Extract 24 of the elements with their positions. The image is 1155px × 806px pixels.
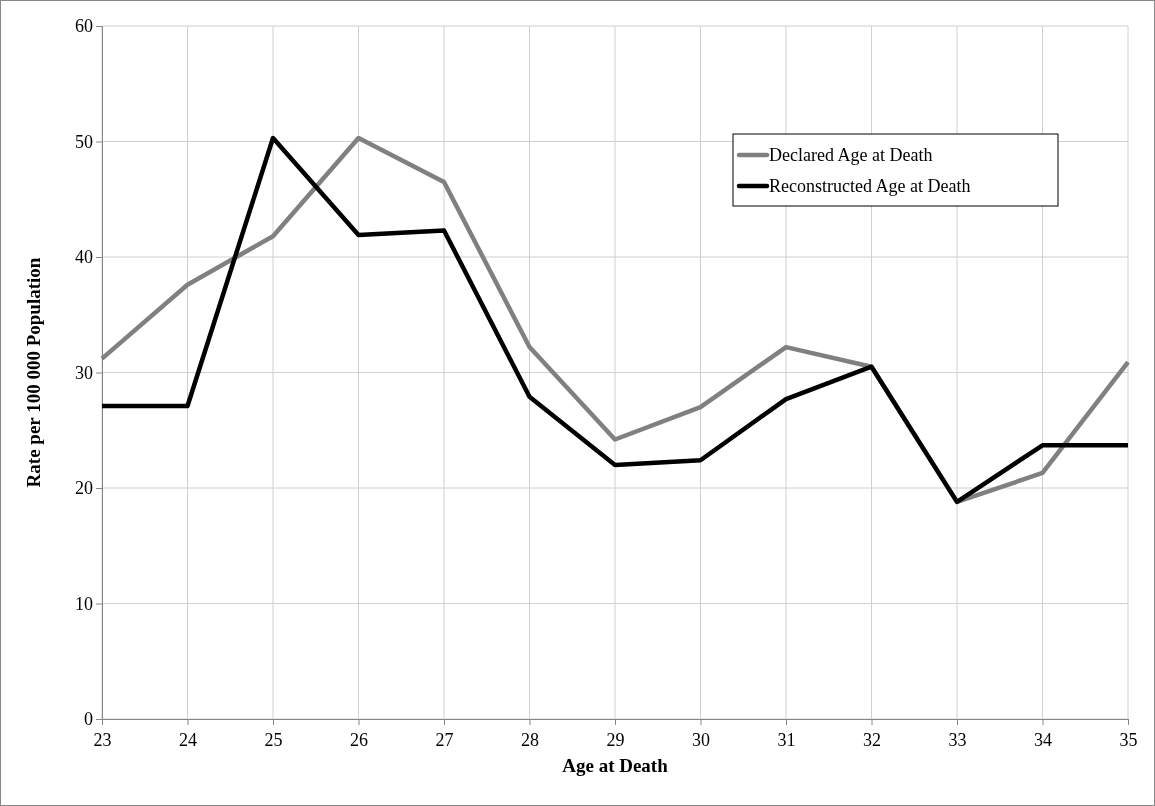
x-tick-label: 26 [350, 730, 368, 750]
x-tick-label: 28 [521, 730, 539, 750]
x-tick-label: 29 [606, 730, 625, 750]
x-tick-label: 35 [1119, 730, 1138, 750]
x-axis-title: Age at Death [562, 755, 669, 776]
x-tick-label: 23 [93, 730, 112, 750]
y-axis-title: Rate per 100 000 Population [23, 257, 44, 488]
legend-label: Declared Age at Death [769, 145, 933, 166]
x-tick-label: 25 [264, 730, 283, 750]
x-tick-label: 32 [863, 730, 881, 750]
x-tick-label: 34 [1034, 730, 1052, 750]
x-tick-label: 27 [435, 730, 454, 750]
y-tick-label: 20 [75, 478, 93, 499]
x-tick-label: 31 [777, 730, 796, 750]
y-tick-label: 0 [84, 709, 93, 730]
y-tick-label: 40 [75, 247, 93, 268]
y-tick-label: 60 [75, 16, 93, 37]
x-tick-label: 33 [948, 730, 967, 750]
y-tick-label: 30 [75, 362, 93, 383]
y-tick-label: 10 [75, 593, 93, 614]
legend-label: Reconstructed Age at Death [769, 176, 971, 197]
y-tick-label: 50 [75, 131, 93, 152]
x-tick-label: 30 [692, 730, 710, 750]
x-tick-label: 24 [179, 730, 197, 750]
